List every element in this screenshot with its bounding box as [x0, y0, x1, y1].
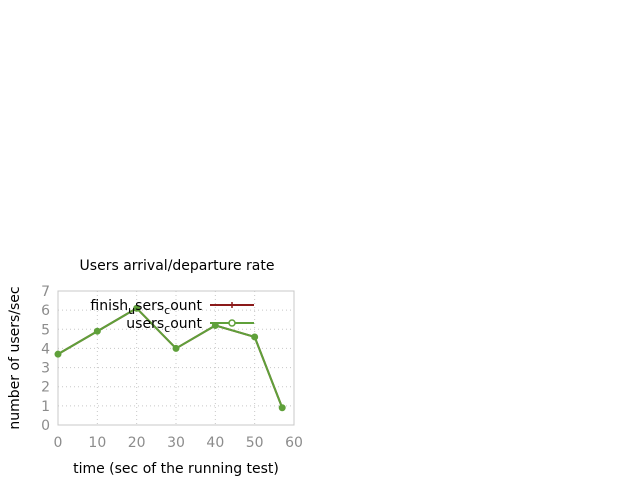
x-tick-label: 30 — [167, 435, 185, 451]
legend-text-part: u — [128, 304, 135, 317]
y-tick-label: 7 — [41, 284, 50, 300]
y-tick-label: 5 — [41, 322, 50, 338]
legend-marker — [229, 302, 235, 308]
legend-text-part: c — [164, 322, 170, 335]
x-tick-label: 60 — [285, 435, 303, 451]
legend-label: userscount — [126, 316, 202, 335]
y-tick-label: 0 — [41, 418, 50, 434]
y-tick-label: 4 — [41, 341, 50, 357]
data-point — [278, 404, 286, 412]
chart-title: Users arrival/departure rate — [80, 258, 275, 274]
data-point — [172, 344, 180, 352]
data-point — [251, 333, 259, 341]
x-tick-label: 10 — [88, 435, 106, 451]
y-axis-label: number of users/sec — [7, 286, 23, 429]
y-tick-label: 1 — [41, 399, 50, 415]
legend-text-part: ount — [170, 298, 202, 314]
y-tick-label: 2 — [41, 380, 50, 396]
legend-text-part: sers — [135, 298, 164, 314]
x-tick-label: 50 — [246, 435, 264, 451]
plot-frame — [57, 290, 295, 426]
legend-text-part: ount — [170, 316, 202, 332]
grid — [58, 291, 294, 425]
x-axis-label: time (sec of the running test) — [73, 461, 279, 477]
y-tick-label: 6 — [41, 303, 50, 319]
x-tick-label: 40 — [206, 435, 224, 451]
data-point — [93, 327, 101, 335]
legend-text-part: users — [126, 316, 164, 332]
tick-labels: 0 10 20 30 40 50 60 0 1 2 3 4 5 6 7 — [41, 284, 303, 451]
legend-text-part: finish — [90, 298, 128, 314]
data-point — [133, 304, 141, 312]
x-tick-label: 20 — [128, 435, 146, 451]
legend-text-part: c — [164, 304, 170, 317]
y-tick-label: 3 — [41, 361, 50, 377]
legend-label: finishuserscount — [90, 298, 202, 317]
x-tick-label: 0 — [54, 435, 63, 451]
data-point — [54, 350, 62, 358]
legend-marker — [228, 319, 236, 327]
